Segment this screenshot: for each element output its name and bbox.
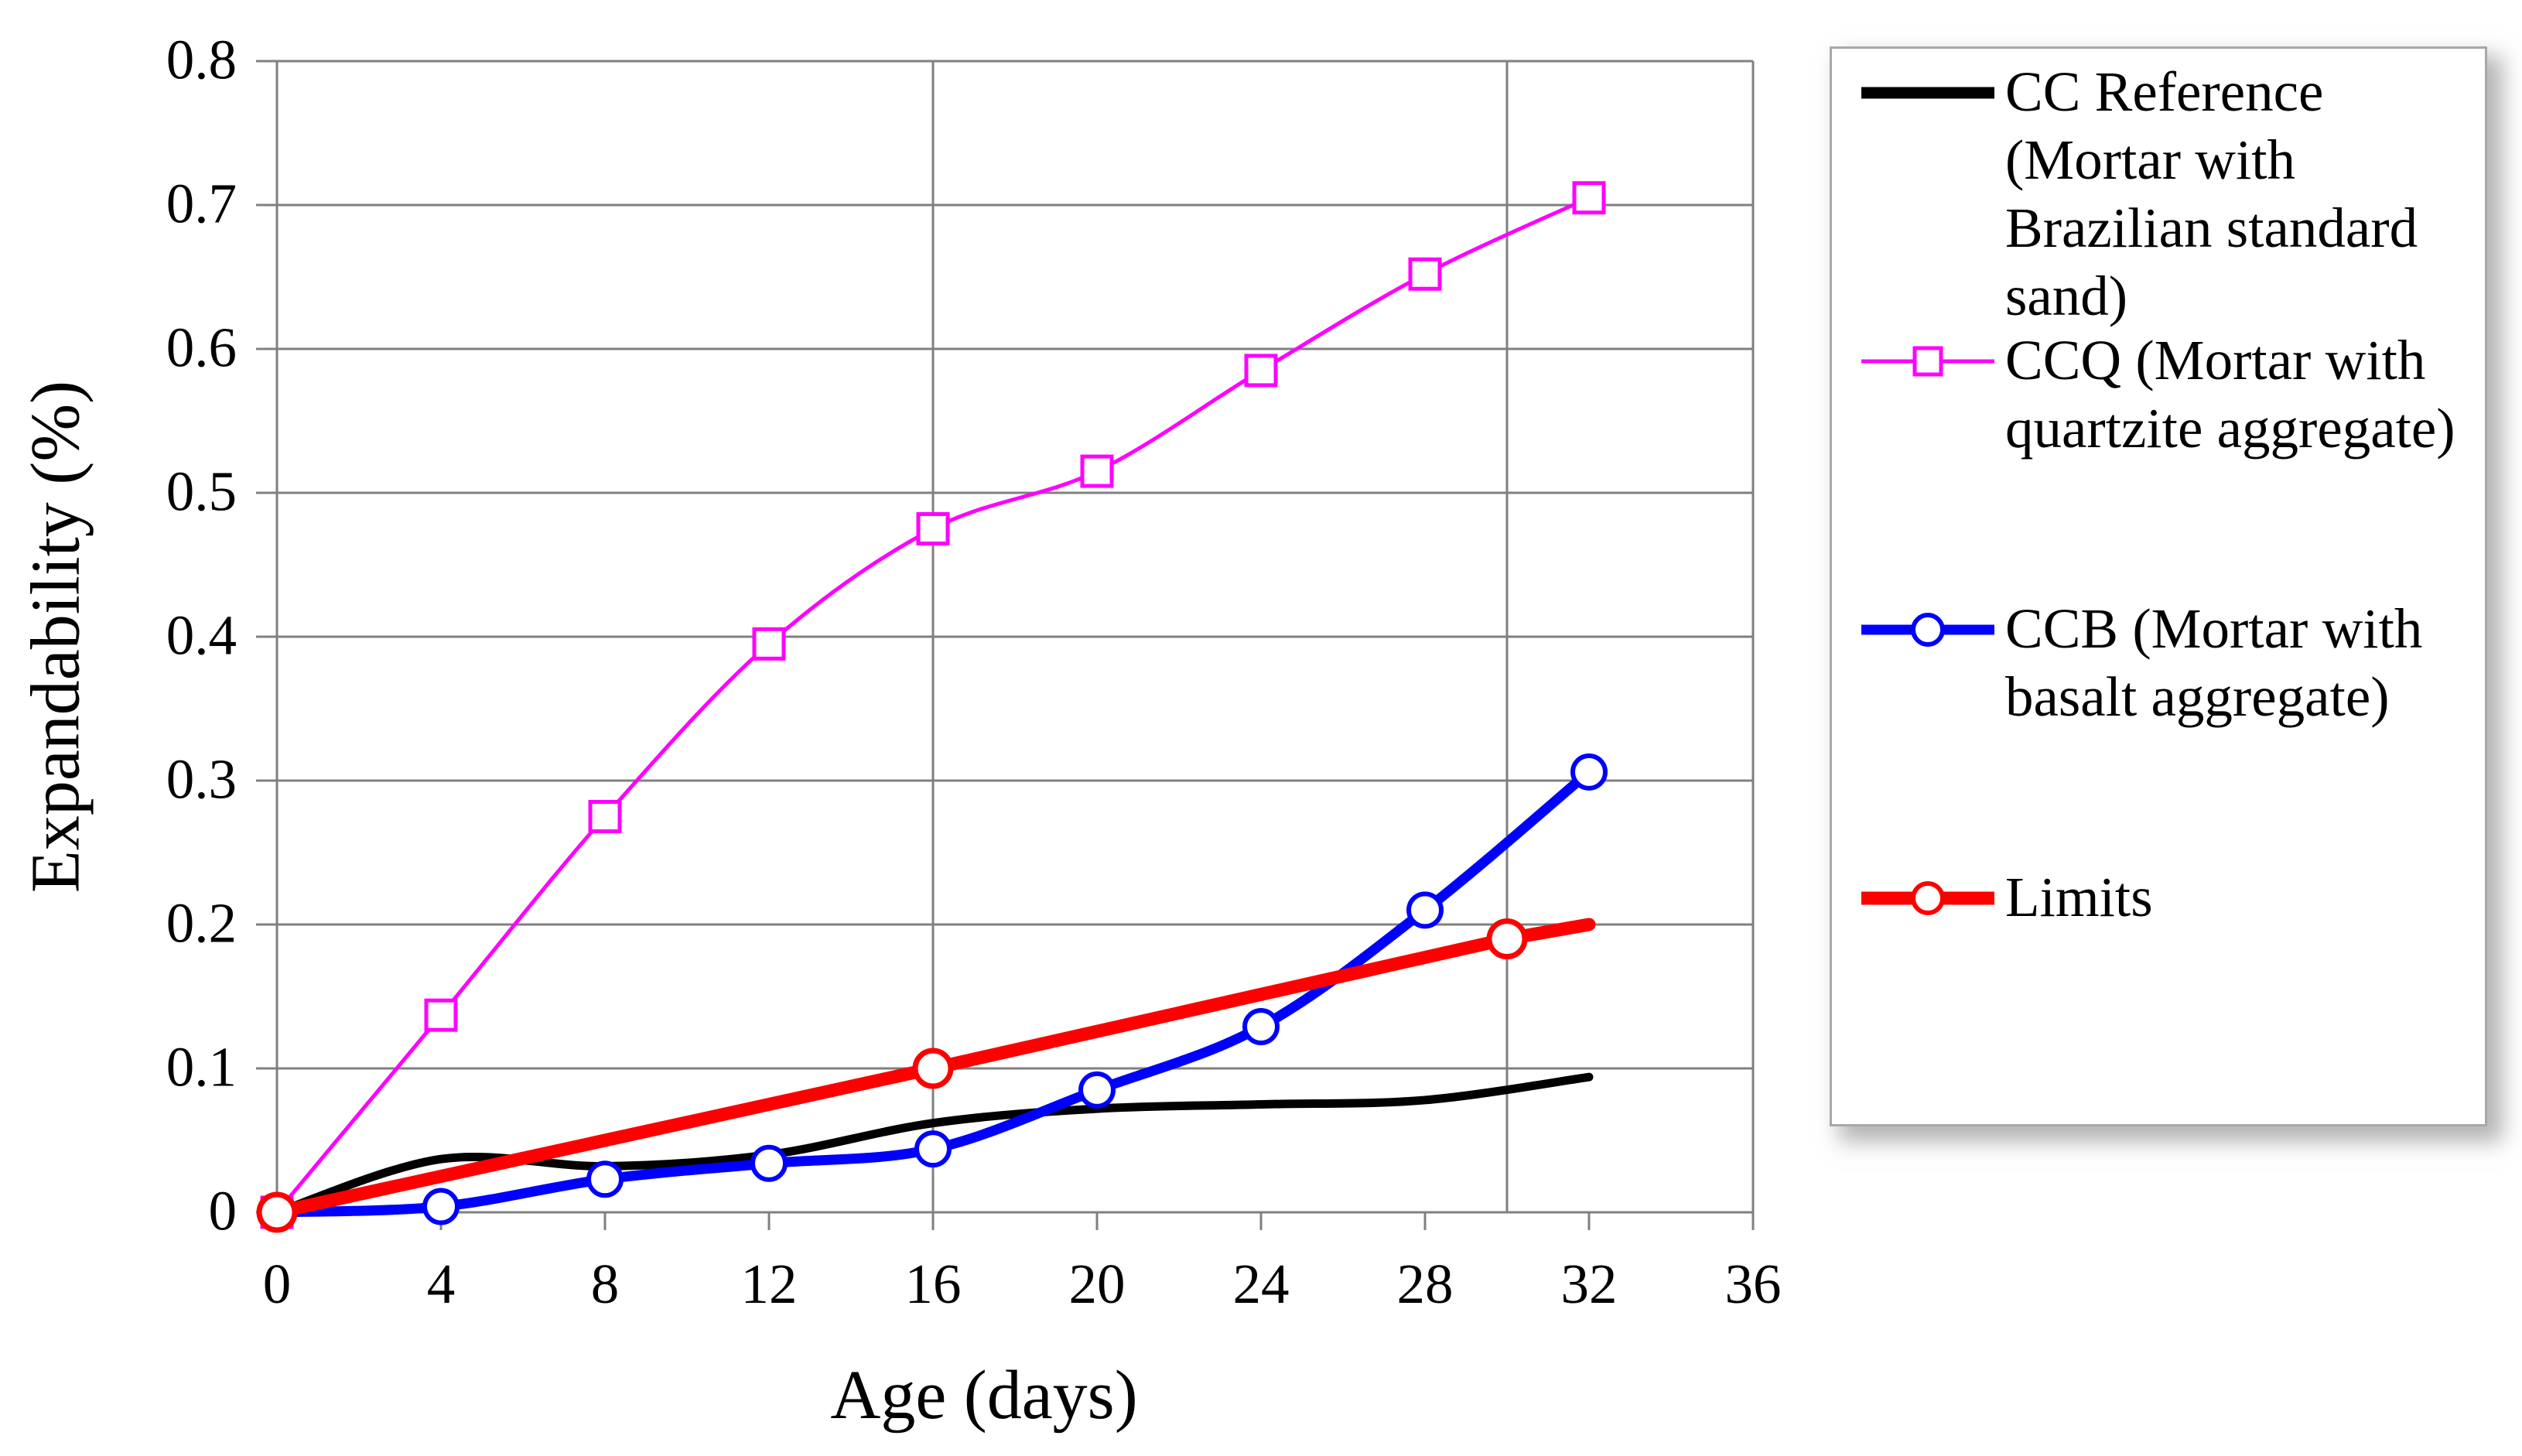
legend-sample-limits-circle-icon: [1861, 881, 1994, 915]
series-line-ccq: [275, 196, 1591, 1215]
series-line-ccb: [272, 767, 1594, 1218]
legend-entry-ccq: CCQ (Mortar with quartzite aggregate): [1832, 317, 2485, 586]
series-ccq-marker: [916, 512, 950, 545]
x-tick-label-24: 24: [1232, 1253, 1290, 1315]
legend-label-line: quartzite aggregate): [2005, 397, 2455, 460]
legend-entry-ccb: CCB (Mortar with basalt aggregate): [1832, 586, 2485, 854]
y-tick-label-0.3: 0.3: [166, 747, 237, 811]
series-limits-marker: [1486, 918, 1528, 960]
y-tick-label-0.1: 0.1: [166, 1035, 237, 1099]
legend-label-line: (Mortar with: [2005, 128, 2296, 191]
legend-label-line: basalt aggregate): [2005, 665, 2390, 728]
legend-sample-ccq-square-icon: [1861, 346, 1994, 377]
y-tick-label-0.6: 0.6: [166, 316, 237, 379]
series-limits-marker: [912, 1048, 954, 1089]
legend-label-line: CCQ (Mortar with: [2005, 329, 2426, 391]
legend-label-limits: Limits: [2005, 863, 2153, 931]
legend-sample-ccb-circle-icon: [1861, 613, 1994, 647]
series-ccb-marker: [1570, 753, 1608, 791]
x-tick-label-32: 32: [1560, 1253, 1618, 1315]
legend-label-ccq: CCQ (Mortar with quartzite aggregate): [2005, 326, 2455, 463]
series-line-limits: [270, 918, 1596, 1219]
y-tick-label-0.2: 0.2: [166, 891, 237, 955]
series-ccb-marker: [750, 1144, 788, 1182]
series-ccq-marker: [1572, 181, 1606, 215]
y-tick-label-0.7: 0.7: [166, 172, 237, 235]
legend-entry-cc-reference: CC Reference (Mortar with Brazilian standa…: [1832, 49, 2485, 327]
x-tick-label-20: 20: [1068, 1253, 1126, 1315]
series-ccb-marker: [1242, 1008, 1280, 1046]
y-tick-label-0.5: 0.5: [166, 460, 237, 523]
legend-label-ccb: CCB (Mortar with basalt aggregate): [2005, 595, 2422, 731]
series-ccq-marker: [1244, 354, 1278, 388]
legend-label-line: Limits: [2005, 866, 2153, 928]
legend-label-line: Brazilian standard: [2005, 197, 2418, 259]
legend-label-cc-reference: CC Reference (Mortar with Brazilian standa…: [2005, 58, 2418, 330]
y-axis-title: Expandability (%): [17, 380, 94, 894]
x-tick-label-28: 28: [1396, 1253, 1454, 1315]
x-axis-title: Age (days): [830, 1357, 1138, 1434]
series-ccb-marker: [914, 1130, 952, 1168]
x-tick-label-16: 16: [904, 1253, 962, 1315]
y-tick-label-0.8: 0.8: [166, 28, 237, 91]
legend-label-line: CCB (Mortar with: [2005, 597, 2423, 660]
x-tick-label-12: 12: [740, 1253, 798, 1315]
series-ccq-marker: [588, 800, 622, 833]
legend-label-line: CC Reference: [2005, 60, 2324, 123]
series-ccb-marker: [422, 1188, 460, 1225]
legend-sample-cc-reference-line-icon: [1861, 87, 1994, 99]
y-tick-label-0.4: 0.4: [166, 603, 237, 667]
x-tick-label-0: 0: [262, 1253, 292, 1315]
series-ccq-marker: [1080, 454, 1114, 488]
legend: CC Reference (Mortar with Brazilian standa…: [1830, 46, 2487, 1126]
series-ccq-marker: [1408, 257, 1442, 291]
series-ccq-marker: [424, 998, 458, 1032]
x-tick-label-8: 8: [590, 1253, 620, 1315]
x-tick-label-4: 4: [426, 1253, 456, 1315]
series-ccq-marker: [752, 627, 786, 661]
legend-entry-limits: Limits: [1832, 854, 2485, 1123]
series-ccb-marker: [1078, 1071, 1116, 1109]
series-limits-marker: [256, 1191, 298, 1233]
x-tick-label-36: 36: [1724, 1253, 1782, 1315]
legend-label-line: sand): [2005, 265, 2128, 327]
series-ccb-marker: [586, 1160, 624, 1198]
series-ccb-marker: [1406, 891, 1444, 929]
series-line-cc-reference: [272, 1072, 1594, 1217]
y-tick-label-0: 0: [208, 1179, 238, 1242]
